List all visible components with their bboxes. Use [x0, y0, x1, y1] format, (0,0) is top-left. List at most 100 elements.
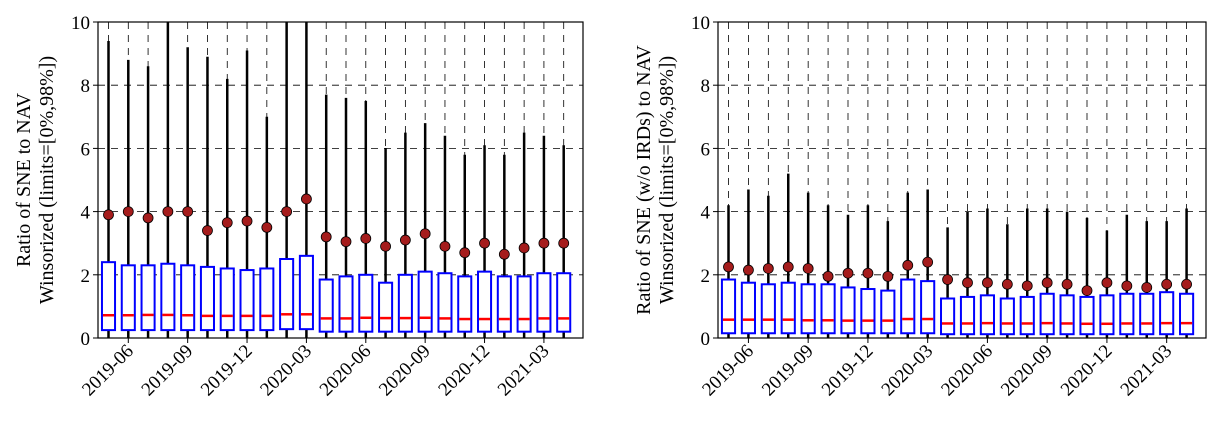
mean [1061, 278, 1073, 290]
x-tick-label: 2020-12 [434, 341, 494, 401]
box [880, 289, 896, 335]
x-tick-label: 2021-03 [1117, 341, 1177, 401]
box [180, 264, 196, 332]
mean [1041, 277, 1053, 289]
mean [558, 237, 570, 249]
x-tick-label: 2019-09 [758, 341, 818, 401]
x-tick-label: 2020-06 [937, 341, 997, 401]
mean [1141, 282, 1153, 293]
mean [261, 221, 273, 233]
box [740, 281, 756, 335]
y-axis-label: Ratio of SNE (w/o IRDs) to NAV [633, 45, 655, 315]
box [259, 267, 275, 332]
y-axis-label: Ratio of SNE to NAV [13, 92, 35, 267]
mean [202, 225, 213, 236]
mean [241, 215, 253, 227]
x-tick-label: 2020-09 [997, 341, 1057, 401]
mean [479, 237, 490, 249]
mean [782, 261, 794, 273]
mean [122, 206, 134, 218]
x-tick-label: 2020-06 [316, 341, 376, 401]
box [338, 275, 354, 333]
box [1099, 294, 1115, 336]
box [979, 294, 995, 336]
y-tick-label: 2 [81, 266, 91, 287]
y-tick-label: 10 [691, 13, 710, 34]
y-tick-label: 2 [701, 266, 711, 287]
y-tick-label: 0 [81, 329, 91, 350]
box [279, 258, 295, 331]
x-tick-label: 2019-09 [138, 341, 198, 401]
box [860, 288, 876, 335]
mean [103, 209, 114, 221]
mean [1121, 280, 1133, 292]
mean [982, 277, 993, 289]
x-tick-label: 2020-09 [375, 341, 435, 401]
mean [439, 240, 451, 252]
y-tick-label: 8 [701, 76, 711, 97]
box [959, 295, 976, 336]
mean [162, 206, 174, 218]
box [760, 283, 776, 335]
mean [1181, 278, 1192, 290]
mean [538, 237, 550, 249]
x-tick-label: 2020-03 [256, 341, 316, 401]
mean [723, 261, 734, 273]
box [100, 261, 117, 332]
y-tick-label: 8 [81, 76, 91, 97]
x-tick-label: 2021-03 [494, 341, 554, 401]
box [780, 281, 796, 335]
box [720, 278, 737, 335]
box [1139, 292, 1155, 336]
box [477, 270, 493, 333]
mean [320, 231, 332, 243]
mean [380, 240, 391, 252]
mean [360, 233, 372, 244]
box [318, 278, 334, 333]
box [840, 286, 856, 335]
y-tick-label: 0 [701, 329, 711, 350]
mean [902, 259, 914, 271]
y-tick-label: 4 [81, 203, 91, 224]
box [820, 283, 836, 335]
box [417, 270, 433, 333]
mean [822, 270, 834, 282]
box [1159, 291, 1175, 336]
mean [1081, 285, 1093, 297]
x-tick-label: 2020-12 [1057, 341, 1117, 401]
mean [802, 263, 814, 274]
mean [942, 274, 953, 285]
mean [459, 247, 471, 259]
x-tick-label: 2020-03 [878, 341, 938, 401]
mean [281, 206, 293, 218]
box [457, 275, 473, 333]
mean [842, 267, 854, 279]
box [516, 275, 532, 333]
mean [399, 234, 411, 246]
mean [1001, 278, 1013, 290]
box [900, 278, 916, 335]
y-tick-label: 10 [71, 13, 90, 34]
y-tick-label: 6 [81, 139, 91, 160]
x-tick-label: 2019-12 [818, 341, 878, 401]
mean [962, 277, 973, 289]
box [358, 273, 374, 333]
box [1019, 295, 1035, 336]
box [920, 280, 936, 335]
y-axis-label: Winsorized (limits=[0%,98%]) [36, 56, 58, 304]
box [120, 264, 136, 332]
x-tick-label: 2019-12 [197, 341, 257, 401]
box [536, 272, 552, 333]
axes-frame [717, 21, 1207, 339]
mean [182, 206, 194, 218]
box [1059, 294, 1075, 336]
box [219, 267, 235, 332]
box [999, 297, 1015, 336]
mean [142, 212, 154, 224]
box [199, 265, 215, 332]
box [800, 283, 816, 335]
